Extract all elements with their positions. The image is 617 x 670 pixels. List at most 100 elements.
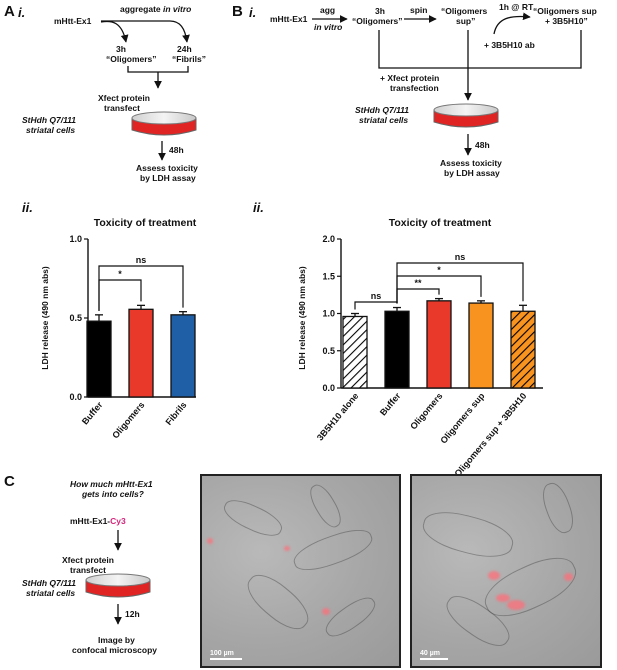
panel-b-rt: 1h @ RT bbox=[499, 2, 534, 12]
chart-b-ylabel: LDH release (490 nm abs) bbox=[297, 266, 307, 370]
panel-b-oligomers: “Oligomers” bbox=[352, 16, 403, 26]
panel-c-image2: confocal microscopy bbox=[72, 645, 157, 655]
bar-3b5h10-alone bbox=[342, 315, 368, 389]
panel-a-time1: 3h bbox=[116, 44, 126, 54]
panel-b-final2: + 3B5H10” bbox=[545, 16, 588, 26]
x-tick-label: Fibrils bbox=[164, 400, 189, 427]
y-tick-label: 1.0 bbox=[69, 234, 82, 244]
panel-c-cells2: striatal cells bbox=[26, 588, 75, 598]
significance-label: ns bbox=[136, 255, 147, 265]
panel-c-transfect2: transfect bbox=[70, 565, 106, 575]
chart-a-ylabel: LDH release (490 nm abs) bbox=[40, 266, 50, 370]
panel-b-letter: B bbox=[232, 3, 243, 20]
panel-a-schematic: A i. mHtt-Ex1 aggregate in vitro 3h “Oli… bbox=[4, 3, 206, 183]
panel-a-letter: A bbox=[4, 3, 15, 20]
significance-label: ** bbox=[414, 278, 422, 288]
panel-b-transfect2: transfection bbox=[390, 83, 439, 93]
chart-a-plot: 0.0 0.5 1.0 Buffer Oligomers Fibrils * ns bbox=[69, 234, 196, 440]
culture-dish-icon bbox=[131, 111, 197, 136]
scale-bar-40um: 40 µm bbox=[420, 650, 448, 660]
panel-a-label2: “Fibrils” bbox=[172, 54, 206, 64]
scale-label-40um: 40 µm bbox=[420, 650, 440, 657]
chart-b-ii: ii. Toxicity of treatment LDH release (4… bbox=[253, 200, 543, 479]
bar-buffer bbox=[86, 320, 112, 398]
panel-c-question1: How much mHtt-Ex1 bbox=[70, 479, 153, 489]
panel-b-sub-ii: ii. bbox=[253, 200, 264, 215]
panel-a-cells2: striatal cells bbox=[26, 125, 75, 135]
chart-b-title: Toxicity of treatment bbox=[389, 217, 492, 229]
panel-a-source: mHtt-Ex1 bbox=[54, 16, 92, 26]
bar-oligomers-sup-3b5h10 bbox=[510, 310, 536, 389]
significance-label: ns bbox=[455, 252, 466, 262]
panel-c-question2: gets into cells? bbox=[81, 489, 145, 499]
panel-c-image1: Image by bbox=[98, 635, 135, 645]
panel-a-time2: 24h bbox=[177, 44, 192, 54]
panel-a-sub-ii: ii. bbox=[22, 200, 33, 215]
bar-oligomers bbox=[426, 300, 452, 389]
x-tick-label: Oligomers bbox=[110, 400, 146, 441]
bar-fibrils bbox=[170, 314, 196, 398]
arrow-24h bbox=[101, 20, 190, 43]
panel-b-sup2: sup” bbox=[456, 16, 475, 26]
chart-a-title: Toxicity of treatment bbox=[94, 217, 197, 229]
x-tick-label: Buffer bbox=[80, 399, 105, 426]
panel-c-cells1: StHdh Q7/111 bbox=[22, 578, 76, 588]
x-tick-label: 3B5H10 alone bbox=[315, 391, 361, 443]
panel-a-sub-i: i. bbox=[18, 5, 25, 20]
significance-bracket bbox=[354, 301, 398, 310]
panel-c-probe: mHtt-Ex1-Cy3 bbox=[70, 516, 126, 526]
microscopy-image-40um: 40 µm bbox=[410, 474, 602, 668]
panel-b-agg: agg bbox=[320, 5, 335, 15]
panel-b-sub-i: i. bbox=[249, 5, 256, 20]
significance-bracket bbox=[98, 265, 184, 311]
panel-b-assay1: Assess toxicity bbox=[440, 158, 502, 168]
culture-dish-icon bbox=[85, 573, 151, 598]
arrow-3h bbox=[100, 20, 129, 43]
significance-bracket bbox=[396, 262, 524, 304]
scale-bar-100um: 100 µm bbox=[210, 650, 242, 660]
y-tick-label: 0.5 bbox=[69, 313, 82, 323]
panel-b-cells2: striatal cells bbox=[359, 115, 408, 125]
x-tick-label: Oligomers sup bbox=[438, 390, 486, 445]
panel-b-incubation: 48h bbox=[475, 140, 490, 150]
y-tick-label: 1.5 bbox=[322, 271, 335, 281]
panel-a-label1: “Oligomers” bbox=[106, 54, 157, 64]
panel-b-transfect1: + Xfect protein bbox=[380, 73, 439, 83]
panel-b-spin: spin bbox=[410, 5, 427, 15]
panel-b-antibody: + 3B5H10 ab bbox=[484, 40, 535, 50]
panel-b-sup1: “Oligomers bbox=[441, 6, 488, 16]
bar-buffer bbox=[384, 310, 410, 389]
panel-c-transfect1: Xfect protein bbox=[62, 555, 114, 565]
chart-a-ii: ii. Toxicity of treatment LDH release (4… bbox=[22, 200, 197, 440]
panel-a-aggregate: aggregate in vitro bbox=[120, 4, 191, 14]
x-tick-label: Oligomers sup + 3B5H10 bbox=[453, 391, 529, 479]
panel-a-cells1: StHdh Q7/111 bbox=[22, 115, 76, 125]
panel-b-agg-italic: in vitro bbox=[314, 22, 342, 32]
microscopy-image-100um: 100 µm bbox=[200, 474, 401, 668]
panel-c-incubation: 12h bbox=[125, 609, 140, 619]
panel-a-incubation: 48h bbox=[169, 145, 184, 155]
x-tick-label: Buffer bbox=[378, 390, 403, 417]
y-tick-label: 0.0 bbox=[69, 392, 82, 402]
panel-b-cells1: StHdh Q7/111 bbox=[355, 105, 409, 115]
y-tick-label: 2.0 bbox=[322, 234, 335, 244]
culture-dish-icon bbox=[433, 103, 499, 128]
scale-label-100um: 100 µm bbox=[210, 650, 234, 657]
x-tick-label: Oligomers bbox=[408, 391, 444, 432]
y-tick-label: 0.5 bbox=[322, 346, 335, 356]
y-tick-label: 1.0 bbox=[322, 309, 335, 319]
panel-a-assay2: by LDH assay bbox=[140, 173, 196, 183]
panel-c-letter: C bbox=[4, 473, 15, 490]
significance-bracket bbox=[98, 279, 142, 311]
significance-label: ns bbox=[371, 291, 382, 301]
y-tick-label: 0.0 bbox=[322, 383, 335, 393]
panel-a-transfect2: transfect bbox=[104, 103, 140, 113]
panel-b-schematic: B i. mHtt-Ex1 agg in vitro 3h “Oligomers… bbox=[232, 2, 597, 178]
panel-b-time: 3h bbox=[375, 6, 385, 16]
panel-a-transfect1: Xfect protein bbox=[98, 93, 150, 103]
panel-b-source: mHtt-Ex1 bbox=[270, 14, 308, 24]
bar-oligomers-sup bbox=[468, 302, 494, 389]
panel-c-schematic: C How much mHtt-Ex1 gets into cells? mHt… bbox=[4, 473, 157, 655]
panel-a-assay1: Assess toxicity bbox=[136, 163, 198, 173]
